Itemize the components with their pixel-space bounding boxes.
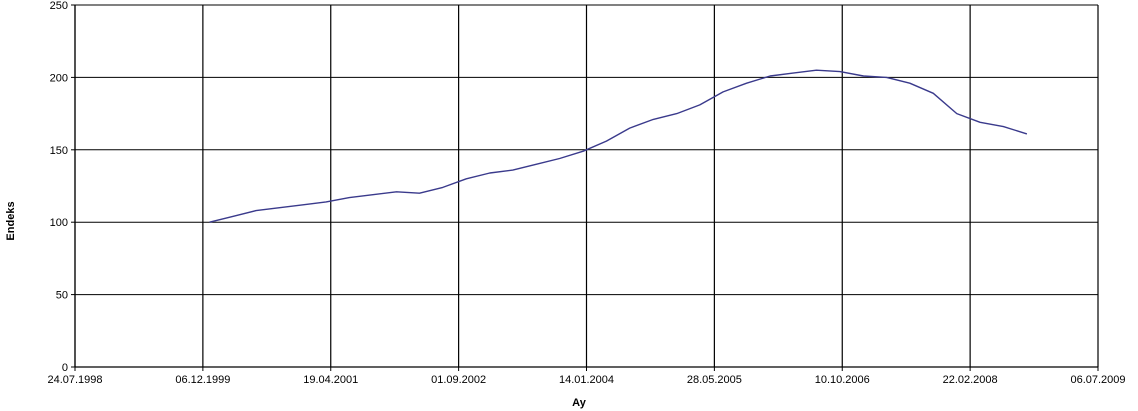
y-tick-label: 100 <box>50 217 68 229</box>
x-tick-label: 28.05.2005 <box>687 374 742 386</box>
series-line <box>209 69 1028 223</box>
x-tick-label: 24.07.1998 <box>47 374 102 386</box>
x-tick-label: 19.04.2001 <box>303 374 358 386</box>
y-axis-title: Endeks <box>5 201 17 240</box>
y-tick-label: 50 <box>56 290 68 302</box>
series-layer <box>209 69 1028 223</box>
grid-layer <box>74 4 1099 368</box>
x-tick-label: 01.09.2002 <box>431 374 486 386</box>
y-tick-label: 250 <box>50 0 68 12</box>
x-tick-label: 06.07.2009 <box>1070 374 1125 386</box>
x-tick-label: 14.01.2004 <box>559 374 614 386</box>
x-tick-label: 22.02.2008 <box>943 374 998 386</box>
y-tick-label: 150 <box>50 145 68 157</box>
axis-layer: 0 50 100 150 200 250 24.07.1998 06.12.1999 19.04… <box>47 0 1125 386</box>
x-tick-label: 10.10.2006 <box>815 374 870 386</box>
y-tick-label: 200 <box>50 72 68 84</box>
x-axis-title: Ay <box>572 397 587 409</box>
x-tick-label: 06.12.1999 <box>175 374 230 386</box>
y-tick-label: 0 <box>62 362 68 374</box>
